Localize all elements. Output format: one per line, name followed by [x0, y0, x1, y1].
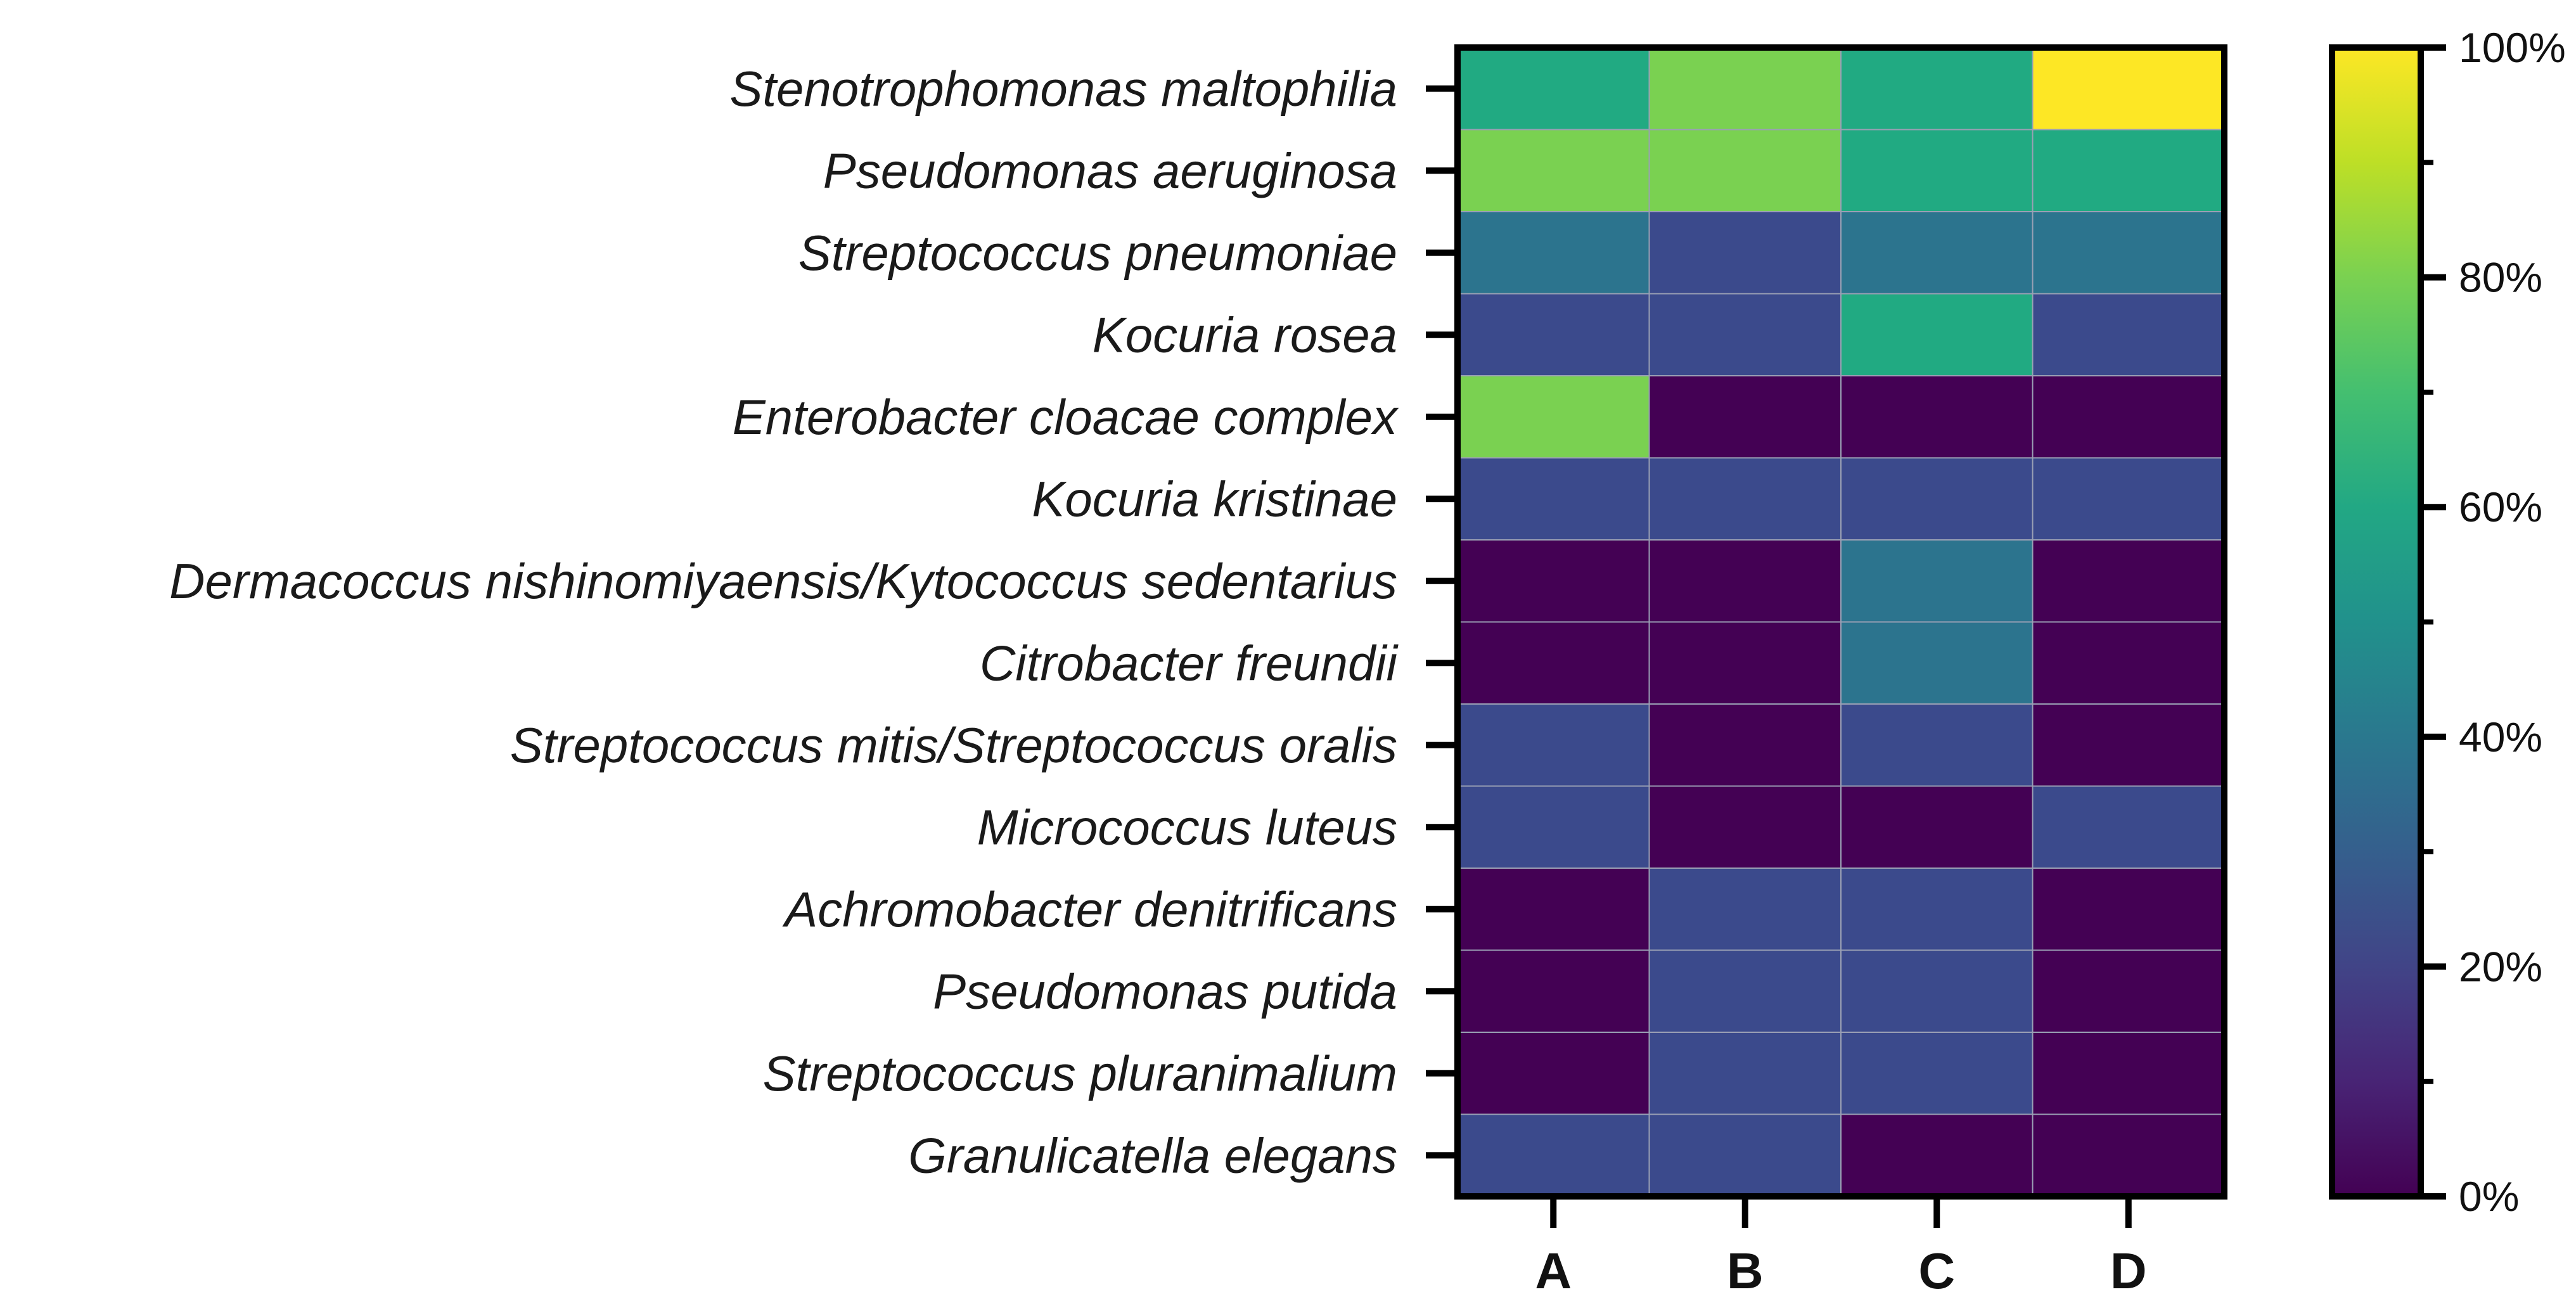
heatmap-cell [1648, 129, 1842, 212]
row-label: Citrobacter freundii [980, 635, 1399, 691]
row-label: Kocuria rosea [1093, 307, 1397, 362]
heatmap-cell [1840, 129, 2034, 212]
heatmap-cell [1648, 1032, 1842, 1115]
colorbar-tick-label: 100% [2459, 24, 2566, 71]
heatmap-cell [1457, 867, 1650, 951]
heatmap-cell [1457, 539, 1650, 623]
heatmap-cell [1457, 703, 1650, 787]
heatmap-cell [1648, 867, 1842, 951]
heatmap-cell [1648, 703, 1842, 787]
row-label: Achromobacter denitrificans [782, 881, 1397, 937]
column-label: A [1535, 1243, 1572, 1299]
row-label: Streptococcus mitis/Streptococcus oralis [510, 717, 1397, 773]
plot-border [1454, 44, 2227, 1200]
colorbar-tick-label: 40% [2459, 714, 2542, 760]
heatmap-cell [1457, 785, 1650, 869]
heatmap-cell [1840, 703, 2034, 787]
heatmap-cell [1648, 457, 1842, 541]
colorbar-gradient [2329, 44, 2424, 1200]
heatmap-cell [1648, 211, 1842, 295]
heatmap-cell [1648, 949, 1842, 1033]
row-label: Enterobacter cloacae complex [733, 389, 1399, 445]
heatmap-cell [1457, 949, 1650, 1033]
heatmap-cell [1648, 1113, 1842, 1197]
heatmap-cell [2032, 867, 2225, 951]
heatmap-cell [1840, 1113, 2034, 1197]
heatmap-cell [1457, 457, 1650, 541]
heatmap-cell [1840, 621, 2034, 705]
heatmap-cell [1457, 375, 1650, 459]
heatmap-cell [2032, 703, 2225, 787]
row-label: Micrococcus luteus [977, 799, 1397, 855]
heatmap-cell [1648, 375, 1842, 459]
heatmap-cell [2032, 457, 2225, 541]
column-label: D [2110, 1243, 2147, 1299]
heatmap-cell [1840, 211, 2034, 295]
heatmap-cell [2032, 129, 2225, 212]
column-label: B [1727, 1243, 1764, 1299]
heatmap-cell [2032, 949, 2225, 1033]
heatmap-cell [1457, 621, 1650, 705]
heatmap-frame [1454, 44, 2227, 1200]
heatmap-cell [2032, 539, 2225, 623]
heatmap-cell [1648, 785, 1842, 869]
colorbar-tick-label: 20% [2459, 943, 2542, 990]
colorbar-tick-label: 80% [2459, 254, 2542, 301]
heatmap-cell [1840, 47, 2034, 131]
column-label: C [1918, 1243, 1955, 1299]
row-label: Kocuria kristinae [1032, 471, 1397, 527]
row-label: Dermacoccus nishinomiyaensis/Kytococcus … [169, 553, 1397, 609]
row-label: Pseudomonas putida [933, 963, 1397, 1019]
heatmap-cell [1648, 621, 1842, 705]
colorbar: 0% 20% 40% 60% 80% 100% [2329, 24, 2566, 1220]
heatmap-cell [1840, 375, 2034, 459]
row-label: Streptococcus pluranimalium [763, 1046, 1397, 1101]
heatmap-cell [2032, 375, 2225, 459]
heatmap-cell [1840, 867, 2034, 951]
heatmap-cell [2032, 1032, 2225, 1115]
heatmap-cell [1840, 785, 2034, 869]
heatmap-cell [1457, 1032, 1650, 1115]
heatmap-cell [1840, 1032, 2034, 1115]
row-labels: Stenotrophomonas maltophilia Pseudomonas … [169, 61, 1454, 1183]
heatmap-cell [2032, 47, 2225, 131]
heatmap-cells [1457, 47, 2225, 1197]
heatmap-cell [1648, 539, 1842, 623]
heatmap-cell [2032, 293, 2225, 376]
heatmap-cell [1648, 293, 1842, 376]
heatmap-cell [1457, 129, 1650, 212]
row-label: Streptococcus pneumoniae [798, 225, 1397, 281]
colorbar-tick-label: 60% [2459, 483, 2542, 530]
heatmap-cell [2032, 211, 2225, 295]
heatmap-cell [2032, 621, 2225, 705]
heatmap-cell [1840, 539, 2034, 623]
heatmap-cell [1840, 457, 2034, 541]
heatmap-cell [1840, 293, 2034, 376]
heatmap-cell [2032, 1113, 2225, 1197]
heatmap-cell [2032, 785, 2225, 869]
row-label: Pseudomonas aeruginosa [823, 143, 1397, 198]
heatmap-cell [1457, 1113, 1650, 1197]
heatmap-cell [1648, 47, 1842, 131]
heatmap-cell [1457, 211, 1650, 295]
heatmap-cell [1840, 949, 2034, 1033]
row-label: Granulicatella elegans [908, 1127, 1397, 1183]
heatmap-cell [1457, 293, 1650, 376]
colorbar-tick-label: 0% [2459, 1173, 2519, 1220]
heatmap-cell [1457, 47, 1650, 131]
row-label: Stenotrophomonas maltophilia [729, 61, 1397, 117]
column-labels: A B C D [1535, 1200, 2147, 1299]
